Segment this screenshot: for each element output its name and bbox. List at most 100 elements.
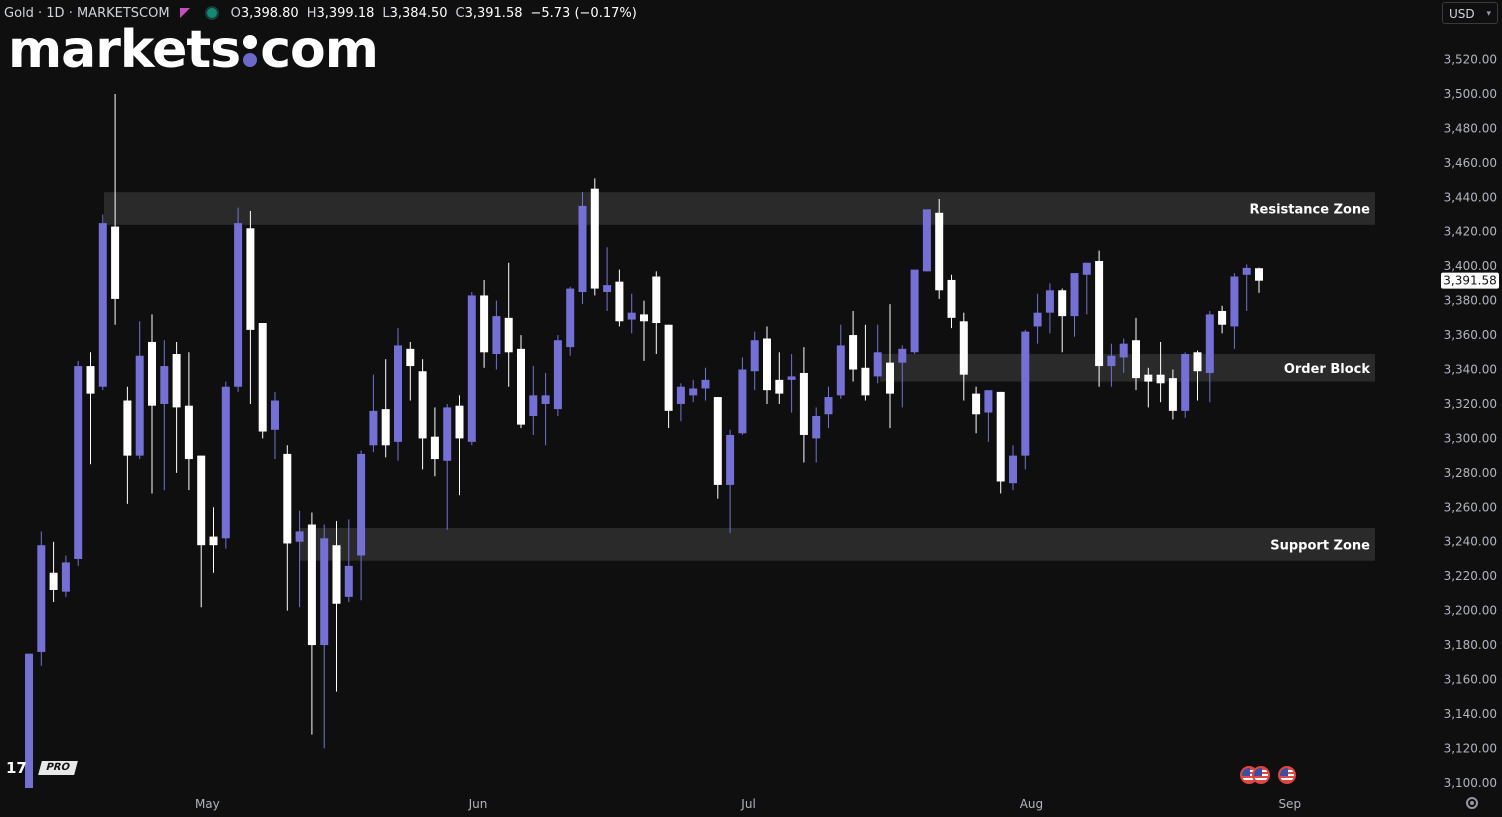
candle-body (578, 205, 587, 293)
candle-body (283, 453, 292, 544)
symbol-title[interactable]: Gold · 1D · MARKETSCOM (4, 5, 170, 21)
candle-body (1242, 267, 1251, 275)
candle-body (849, 335, 858, 370)
settings-gear-icon[interactable] (1466, 797, 1478, 809)
candle-body (86, 366, 95, 394)
zone-band (104, 192, 1375, 225)
candle-body (1132, 340, 1140, 379)
candle-body (787, 376, 796, 380)
candle-body (234, 223, 243, 387)
candle-body (271, 400, 279, 430)
candle-body (541, 395, 550, 404)
candle-body (37, 545, 46, 652)
candle-body (406, 348, 415, 367)
candle-body (886, 362, 894, 394)
y-tick-label: 3,160.00 (1444, 673, 1497, 687)
zone-label: Resistance Zone (1250, 202, 1371, 217)
x-tick-label: Aug (1020, 797, 1043, 811)
y-tick-label: 3,260.00 (1444, 500, 1497, 514)
candle-body (1009, 455, 1017, 484)
candle-body (640, 314, 648, 322)
tradingview-mark-icon: 17 (6, 759, 27, 777)
candle-body (369, 410, 378, 446)
candle-body (750, 340, 759, 372)
candle-body (98, 223, 107, 387)
x-tick-label: Jul (740, 797, 755, 811)
us-event-flag-icon[interactable] (1252, 766, 1270, 784)
y-tick-label: 3,100.00 (1444, 776, 1497, 790)
candle-body (861, 367, 870, 396)
open-label: O (230, 5, 241, 21)
candle-body (504, 317, 513, 353)
candle-body (1021, 331, 1030, 456)
high-value: 3,399.18 (316, 5, 375, 21)
candle-body (713, 397, 722, 485)
candle-body (1107, 355, 1116, 367)
candle-body (258, 323, 267, 432)
candle-body (701, 379, 710, 389)
y-tick-label: 3,400.00 (1444, 259, 1497, 273)
candle-body (197, 455, 206, 546)
logo-dots-icon (242, 35, 258, 69)
currency-value: USD (1449, 7, 1475, 21)
economic-events (1240, 766, 1302, 788)
candle-body (529, 395, 538, 417)
candle-body (738, 369, 747, 434)
x-tick-label: May (195, 797, 220, 811)
y-tick-label: 3,220.00 (1444, 569, 1497, 583)
candle-body (812, 416, 821, 439)
candle-body (1144, 374, 1153, 382)
market-status-icon[interactable] (206, 8, 217, 18)
candle-body (394, 345, 402, 442)
candle-body (799, 372, 808, 435)
candle-body (824, 397, 833, 415)
candle-body (49, 572, 58, 590)
candle-body (517, 348, 525, 425)
candle-body (480, 295, 489, 353)
candle-body (627, 312, 636, 320)
candle-body (1058, 290, 1067, 317)
y-tick-label: 3,140.00 (1444, 707, 1497, 721)
y-tick-label: 3,280.00 (1444, 466, 1497, 480)
candle-body (148, 341, 156, 406)
currency-selector[interactable]: USD ▾ (1442, 2, 1498, 24)
candle-body (1156, 374, 1165, 384)
candle-body (590, 188, 599, 289)
last-price-tag (1441, 272, 1499, 289)
y-tick-label: 3,320.00 (1444, 397, 1497, 411)
candle-body (615, 281, 624, 322)
candle-body (1168, 378, 1177, 411)
candle-body (123, 400, 132, 456)
candle-body (664, 324, 673, 411)
candle-body (74, 366, 83, 559)
candle-body (25, 653, 33, 789)
candle-body (910, 269, 919, 353)
symbol-header: Gold · 1D · MARKETSCOM O 3,398.80 H 3,39… (4, 4, 637, 22)
close-label: C (455, 5, 465, 21)
candle-body (726, 434, 735, 485)
us-event-flag-icon[interactable] (1278, 766, 1296, 784)
candle-body (221, 386, 230, 539)
y-tick-label: 3,380.00 (1444, 294, 1497, 308)
logo-text-right: com (260, 20, 379, 80)
candle-body (443, 407, 452, 461)
y-tick-label: 3,440.00 (1444, 190, 1497, 204)
y-tick-label: 3,520.00 (1444, 53, 1497, 67)
flag-icon[interactable] (179, 7, 191, 19)
y-tick-label: 3,180.00 (1444, 638, 1497, 652)
candle-body (455, 405, 464, 439)
candle-body (763, 338, 771, 391)
chevron-down-icon: ▾ (1486, 9, 1491, 19)
candle-body (676, 386, 685, 404)
y-tick-label: 3,480.00 (1444, 121, 1497, 135)
y-tick-label: 3,420.00 (1444, 225, 1497, 239)
candle-body (935, 212, 944, 291)
candle-body (1218, 310, 1227, 325)
candle-body (603, 285, 612, 293)
candle-body (430, 436, 439, 460)
open-value: 3,398.80 (240, 5, 299, 21)
tradingview-logo[interactable]: 17 PRO (6, 759, 78, 777)
high-label: H (306, 5, 317, 21)
